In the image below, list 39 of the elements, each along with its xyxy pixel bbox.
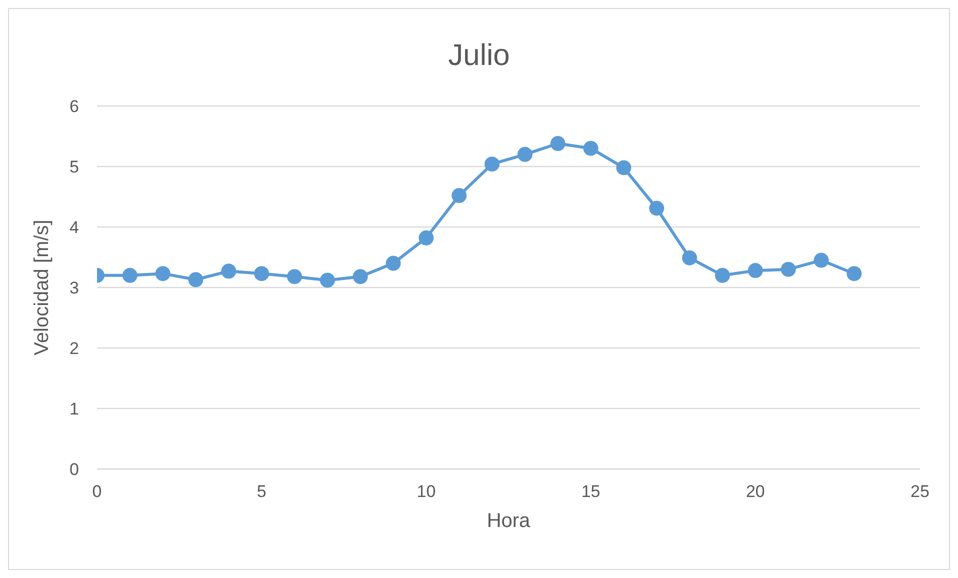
point [714, 268, 730, 283]
point [418, 230, 434, 246]
x-tick-label: 5 [256, 482, 266, 502]
point [550, 136, 566, 152]
y-axis-title: Velocidad [m/s] [31, 220, 54, 356]
point [814, 252, 829, 268]
y-tick-label: 1 [70, 400, 79, 419]
point [254, 266, 270, 282]
x-tick-label: 20 [746, 482, 765, 502]
point [780, 262, 796, 277]
point [484, 156, 500, 172]
point [221, 264, 236, 279]
y-tick-label: 5 [70, 158, 79, 177]
point [649, 200, 664, 216]
point [122, 268, 138, 283]
y-tick-label: 2 [70, 339, 79, 358]
point [616, 160, 632, 176]
x-tick-label: 0 [92, 482, 102, 502]
point [320, 272, 335, 288]
x-tick-label: 15 [581, 482, 600, 502]
point [748, 263, 763, 278]
x-tick-label: 10 [416, 482, 436, 502]
x-tick-label: 25 [910, 482, 930, 502]
point [452, 188, 467, 204]
chart-title: Julio [447, 39, 511, 73]
y-tick-label: 3 [70, 278, 79, 298]
point [682, 250, 698, 266]
point [517, 146, 532, 162]
y-tick-label: 6 [70, 97, 79, 116]
point [287, 269, 302, 284]
point [155, 266, 170, 282]
y-tick-label: 0 [70, 460, 79, 480]
point [846, 266, 862, 282]
point [188, 272, 204, 288]
x-axis-title: Hora [486, 510, 532, 532]
point [352, 269, 368, 284]
point [583, 140, 598, 156]
y-tick-label: 4 [70, 218, 79, 238]
point [386, 256, 401, 271]
